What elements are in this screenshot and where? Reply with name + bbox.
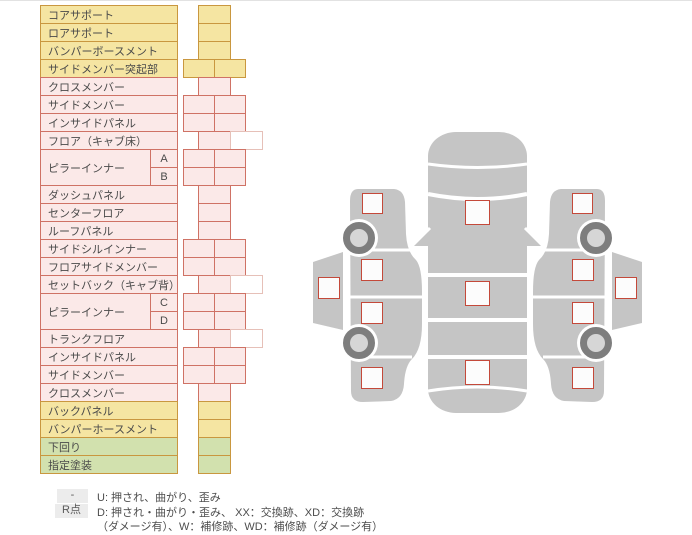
legend-text-d: D: 押され・曲がり・歪み、 XX：交換跡、XD：交換跡 <box>97 507 365 519</box>
damage-cell[interactable] <box>198 437 231 456</box>
damage-cell[interactable] <box>183 347 216 366</box>
damage-cell[interactable] <box>183 113 216 132</box>
part-label: インサイドパネル <box>40 113 178 132</box>
part-sub-label: A <box>150 149 178 168</box>
damage-cell[interactable] <box>214 167 246 186</box>
part-label: サイドシルインナー <box>40 239 178 258</box>
part-label: 下回り <box>40 437 178 456</box>
a-pillar-arrow-left <box>414 232 428 246</box>
part-label: セットバック（キャブ背） <box>40 275 178 294</box>
check-marker-right-rear-door[interactable] <box>572 302 594 324</box>
damage-cell[interactable] <box>198 401 231 420</box>
check-marker-top-view-rear[interactable] <box>465 360 490 385</box>
part-label: クロスメンバー <box>40 383 178 402</box>
damage-cell[interactable] <box>183 293 216 312</box>
car-top-view-body <box>412 132 543 413</box>
car-left-side-body <box>313 189 422 402</box>
part-label: ルーフパネル <box>40 221 178 240</box>
damage-cell[interactable] <box>183 311 216 330</box>
part-label: クロスメンバー <box>40 77 178 96</box>
part-label: フロアサイドメンバー <box>40 257 178 276</box>
check-marker-left-rear-door[interactable] <box>361 302 383 324</box>
check-marker-right-sill[interactable] <box>615 277 637 299</box>
part-label: バンパーホースメント <box>40 419 178 438</box>
check-marker-left-front-fender[interactable] <box>362 193 383 214</box>
part-sub-label: B <box>150 167 178 186</box>
damage-cell-ghost[interactable] <box>230 131 263 150</box>
part-label: サイドメンバー <box>40 95 178 114</box>
check-marker-left-sill[interactable] <box>318 277 340 299</box>
damage-cell[interactable] <box>214 365 246 384</box>
damage-cell[interactable] <box>183 59 216 78</box>
check-marker-top-view-front[interactable] <box>465 200 490 225</box>
damage-cell-ghost[interactable] <box>230 275 263 294</box>
damage-cell[interactable] <box>198 221 231 240</box>
damage-cell[interactable] <box>214 113 246 132</box>
legend-text-d2: （ダメージ有）、W：補修跡、WD：補修跡（ダメージ有） <box>97 521 384 533</box>
legend-key-u: - <box>57 489 88 503</box>
top-divider <box>0 0 692 1</box>
car-diagram <box>313 132 642 413</box>
damage-cell[interactable] <box>198 5 231 24</box>
damage-cell[interactable] <box>198 419 231 438</box>
damage-cell[interactable] <box>198 23 231 42</box>
part-label: サイドメンバー突起部 <box>40 59 178 78</box>
damage-cell[interactable] <box>183 257 216 276</box>
damage-cell[interactable] <box>198 329 231 348</box>
part-label: ダッシュパネル <box>40 185 178 204</box>
damage-cell[interactable] <box>198 41 231 60</box>
damage-cell[interactable] <box>214 95 246 114</box>
damage-cell[interactable] <box>214 59 246 78</box>
damage-cell[interactable] <box>198 203 231 222</box>
part-label: 指定塗装 <box>40 455 178 474</box>
part-label: ピラーインナー <box>40 293 151 330</box>
check-marker-top-view-center[interactable] <box>465 281 490 306</box>
part-sub-label: D <box>150 311 178 330</box>
damage-cell[interactable] <box>198 455 231 474</box>
part-label: バンパーボースメント <box>40 41 178 60</box>
legend-key-r: R点 <box>55 504 88 518</box>
part-sub-label: C <box>150 293 178 312</box>
damage-cell[interactable] <box>198 131 231 150</box>
damage-cell[interactable] <box>183 149 216 168</box>
part-label: サイドメンバー <box>40 365 178 384</box>
damage-cell[interactable] <box>214 311 246 330</box>
check-marker-left-rear-fender[interactable] <box>361 367 383 389</box>
check-marker-right-rear-fender[interactable] <box>572 367 594 389</box>
damage-cell[interactable] <box>214 293 246 312</box>
damage-cell[interactable] <box>183 95 216 114</box>
a-pillar-arrow-right <box>527 232 541 246</box>
part-label: ロアサポート <box>40 23 178 42</box>
damage-cell[interactable] <box>183 365 216 384</box>
part-label: トランクフロア <box>40 329 178 348</box>
part-label: コアサポート <box>40 5 178 24</box>
damage-cell[interactable] <box>183 167 216 186</box>
damage-cell[interactable] <box>198 383 231 402</box>
damage-cell[interactable] <box>198 275 231 294</box>
damage-cell[interactable] <box>214 257 246 276</box>
legend-text-u: U: 押され、曲がり、歪み <box>97 492 221 504</box>
check-marker-left-front-door[interactable] <box>361 259 383 281</box>
part-label: ピラーインナー <box>40 149 151 186</box>
part-label: フロア（キャブ床） <box>40 131 178 150</box>
check-marker-right-front-door[interactable] <box>572 259 594 281</box>
damage-cell[interactable] <box>198 185 231 204</box>
damage-cell-ghost[interactable] <box>230 329 263 348</box>
damage-cell[interactable] <box>198 77 231 96</box>
damage-cell[interactable] <box>214 347 246 366</box>
check-marker-right-front-fender[interactable] <box>572 193 593 214</box>
part-label: バックパネル <box>40 401 178 420</box>
part-label: インサイドパネル <box>40 347 178 366</box>
damage-cell[interactable] <box>183 239 216 258</box>
car-right-side-body <box>533 189 642 402</box>
part-label: センターフロア <box>40 203 178 222</box>
damage-cell[interactable] <box>214 239 246 258</box>
damage-cell[interactable] <box>214 149 246 168</box>
